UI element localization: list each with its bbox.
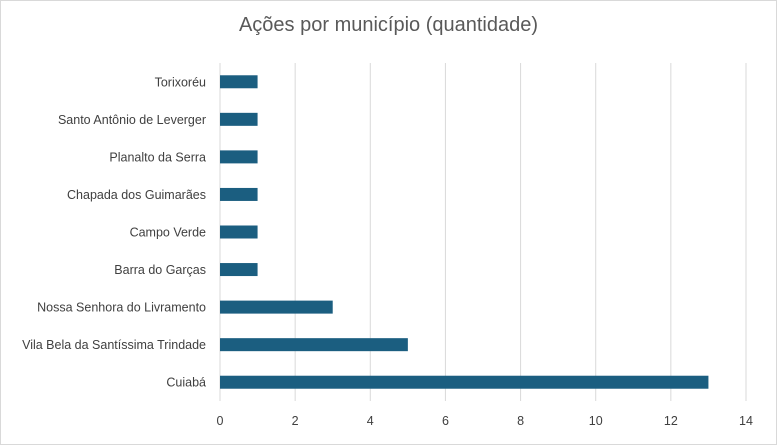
x-tick-label: 12 xyxy=(664,414,678,428)
category-label: Barra do Garças xyxy=(114,263,206,277)
category-label: Torixoréu xyxy=(155,75,206,89)
category-label: Nossa Senhora do Livramento xyxy=(37,301,206,315)
x-tick-label: 6 xyxy=(442,414,449,428)
bar xyxy=(220,375,709,389)
bar xyxy=(220,300,333,314)
bar xyxy=(220,263,258,277)
bars xyxy=(220,75,709,389)
x-tick-labels: 0 2 4 6 8 10 12 14 xyxy=(217,414,753,428)
chart-title: Ações por município (quantidade) xyxy=(238,14,539,36)
bar xyxy=(220,187,258,201)
x-tick-label: 10 xyxy=(589,414,603,428)
category-label: Campo Verde xyxy=(130,226,206,240)
bar xyxy=(220,150,258,164)
x-tick-label: 8 xyxy=(517,414,524,428)
x-tick-label: 0 xyxy=(217,414,224,428)
category-label: Vila Bela da Santíssima Trindade xyxy=(22,338,206,352)
x-tick-label: 2 xyxy=(292,414,299,428)
bar xyxy=(220,338,408,352)
bar xyxy=(220,225,258,239)
category-label: Santo Antônio de Leverger xyxy=(58,113,206,127)
x-tick-label: 4 xyxy=(367,414,374,428)
gridlines xyxy=(219,63,747,401)
category-label: Chapada dos Guimarães xyxy=(67,188,206,202)
bar xyxy=(220,112,258,126)
bar xyxy=(220,75,258,89)
category-label: Planalto da Serra xyxy=(109,150,206,164)
x-tick-label: 14 xyxy=(739,414,753,428)
category-label: Cuiabá xyxy=(166,376,206,390)
category-labels: Torixoréu Santo Antônio de Leverger Planal… xyxy=(22,75,206,389)
